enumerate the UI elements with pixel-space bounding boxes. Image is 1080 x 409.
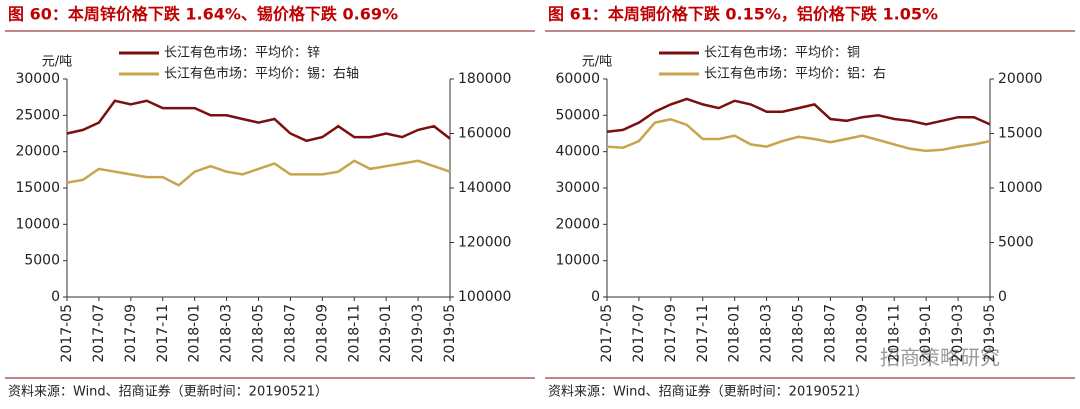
y-tick-label: 30000 <box>555 180 600 196</box>
legend-label: 长江有色市场：平均价：铜 <box>704 45 860 61</box>
y2-tick-label: 20000 <box>998 71 1043 87</box>
x-tick-label: 2018-01 <box>187 304 203 363</box>
y-tick-label: 15000 <box>15 180 60 196</box>
y2-tick-label: 0 <box>998 289 1007 305</box>
y-tick-label: 20000 <box>15 144 60 160</box>
y-tick-label: 30000 <box>15 71 60 87</box>
y2-tick-label: 140000 <box>458 180 511 196</box>
y2-tick-label: 120000 <box>458 235 511 251</box>
y-axis-unit: 元/吨 <box>582 55 612 70</box>
x-tick-label: 2017-05 <box>59 304 75 363</box>
x-tick-label: 2017-11 <box>155 304 171 363</box>
source-note: 资料来源：Wind、招商证券（更新时间：20190521） <box>8 384 328 400</box>
series-line <box>66 159 451 187</box>
y-tick-label: 20000 <box>555 216 600 232</box>
y2-tick-label: 160000 <box>458 126 511 142</box>
x-tick-label: 2019-01 <box>918 304 934 363</box>
series-line <box>606 97 991 133</box>
x-tick-label: 2018-05 <box>251 304 267 363</box>
legend-label: 长江有色市场：平均价：锌 <box>164 45 320 61</box>
x-tick-label: 2019-05 <box>982 304 998 363</box>
x-tick-label: 2017-11 <box>695 304 711 363</box>
y2-tick-label: 10000 <box>998 180 1043 196</box>
y-tick-label: 40000 <box>555 144 600 160</box>
y-tick-label: 50000 <box>555 107 600 123</box>
x-tick-label: 2017-05 <box>599 304 615 363</box>
legend-label: 长江有色市场：平均价：锡：右轴 <box>164 66 359 82</box>
watermark: 招商策略研究 <box>880 346 1000 370</box>
series-line <box>66 99 451 143</box>
x-tick-label: 2018-03 <box>219 304 235 363</box>
x-tick-label: 2018-03 <box>759 304 775 363</box>
x-tick-label: 2017-09 <box>663 304 679 363</box>
x-tick-label: 2018-07 <box>282 304 298 363</box>
y-axis-unit: 元/吨 <box>42 55 72 70</box>
x-tick-label: 2017-07 <box>91 304 107 363</box>
x-tick-label: 2019-03 <box>410 304 426 363</box>
x-tick-label: 2019-01 <box>378 304 394 363</box>
x-tick-label: 2019-03 <box>950 304 966 363</box>
chart-title: 图 61：本周铜价格下跌 0.15%，铝价格下跌 1.05% <box>548 5 938 24</box>
x-tick-label: 2018-09 <box>854 304 870 363</box>
x-tick-label: 2017-09 <box>123 304 139 363</box>
y2-tick-label: 5000 <box>998 235 1034 251</box>
x-tick-label: 2017-07 <box>631 304 647 363</box>
y2-tick-label: 180000 <box>458 71 511 87</box>
y-tick-label: 0 <box>591 289 600 305</box>
series-line <box>606 118 991 153</box>
x-tick-label: 2018-11 <box>886 304 902 363</box>
y-tick-label: 60000 <box>555 71 600 87</box>
source-note: 资料来源：Wind、招商证券（更新时间：20190521） <box>548 384 868 400</box>
legend-label: 长江有色市场：平均价：铝：右 <box>704 66 886 82</box>
x-tick-label: 2018-05 <box>791 304 807 363</box>
x-tick-label: 2018-01 <box>727 304 743 363</box>
y-tick-label: 5000 <box>24 253 60 269</box>
y2-tick-label: 100000 <box>458 289 511 305</box>
y-tick-label: 10000 <box>15 216 60 232</box>
y-tick-label: 25000 <box>15 107 60 123</box>
x-tick-label: 2018-07 <box>822 304 838 363</box>
y-tick-label: 0 <box>51 289 60 305</box>
x-tick-label: 2019-05 <box>442 304 458 363</box>
y-tick-label: 10000 <box>555 253 600 269</box>
x-tick-label: 2018-11 <box>346 304 362 363</box>
y2-tick-label: 15000 <box>998 126 1043 142</box>
x-tick-label: 2018-09 <box>314 304 330 363</box>
chart-title: 图 60：本周锌价格下跌 1.64%、锡价格下跌 0.69% <box>8 5 398 24</box>
